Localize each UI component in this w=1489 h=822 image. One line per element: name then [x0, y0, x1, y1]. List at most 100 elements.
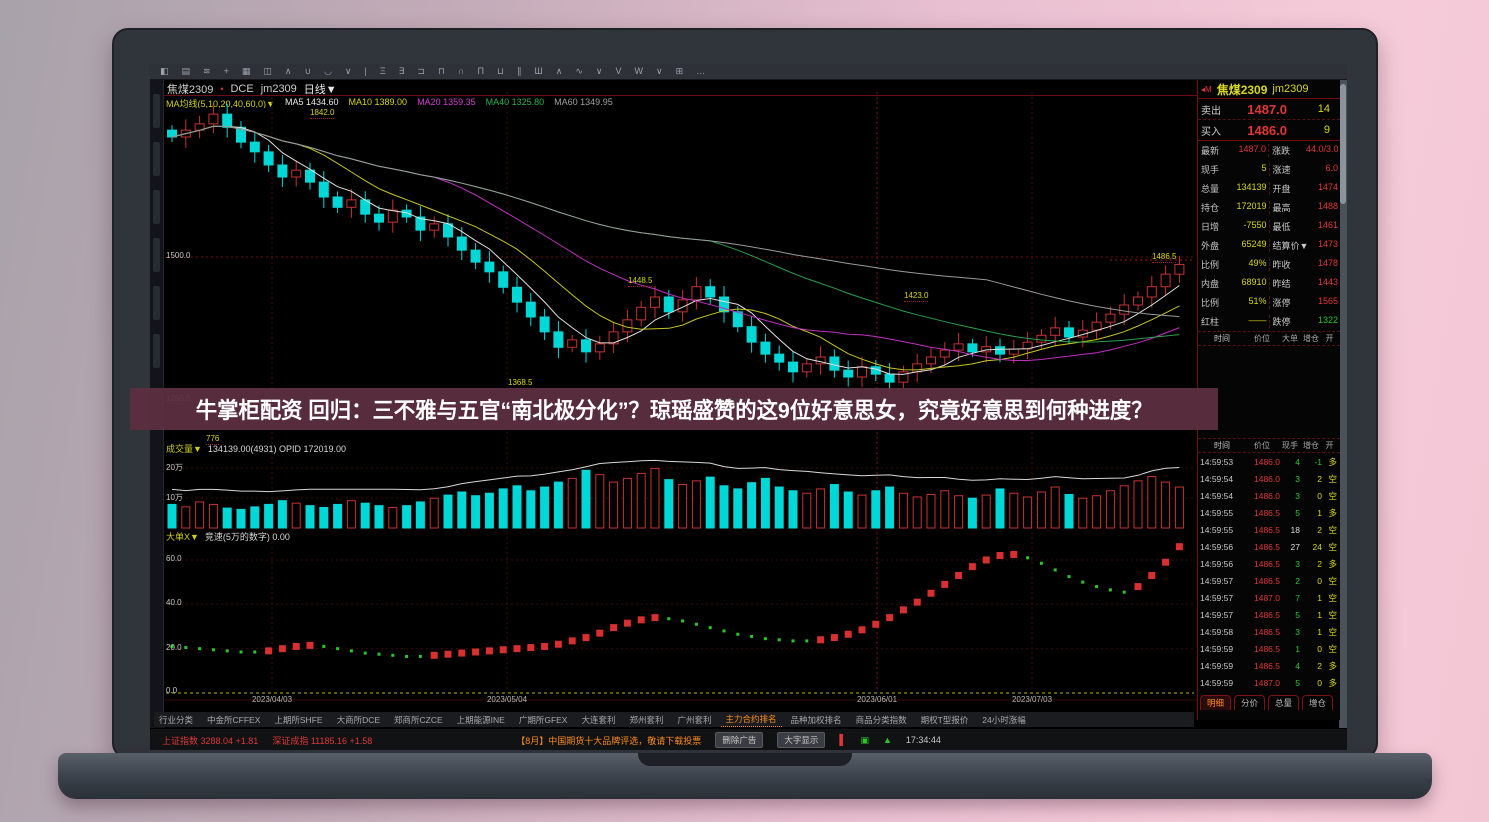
index-quote-1[interactable]: 上证指数 3288.04 +1.81 — [162, 735, 259, 746]
period-selector[interactable]: 日线▼ — [303, 84, 337, 96]
ma-value: MA20 1359.35 — [417, 97, 476, 107]
notice-ticker[interactable]: 【8月】中国期货十大品牌评选，敬请下载投票 — [516, 735, 702, 746]
toolbar-icon[interactable]: ∩ — [457, 66, 465, 76]
contract-name: 焦煤2309 — [166, 84, 214, 96]
volume-tick-20: 20万 — [166, 463, 183, 472]
ma-value: MA60 1349.95 — [554, 97, 613, 107]
quote-tab-分价[interactable]: 分价 — [1234, 695, 1266, 710]
toolbar-icon[interactable]: Ш — [534, 66, 543, 76]
exchange-tab[interactable]: 品种加权排名 — [790, 714, 842, 725]
big-order-header: 时间 价位 大单 增仓开 — [1198, 332, 1340, 346]
toolbar-icon[interactable]: ∧ — [284, 66, 292, 76]
exchange-tab[interactable]: 大商所DCE — [336, 714, 381, 725]
uplink-icon: ▲ — [882, 735, 892, 745]
stat-row: 总量 134139 开盘 1474 — [1198, 179, 1340, 198]
marker-dot-icon: • — [220, 84, 224, 94]
scrollbar-thumb[interactable] — [1340, 84, 1346, 204]
x-axis-dates: 2023/04/03 2023/05/04 2023/06/01 2023/07/03 — [150, 695, 1195, 707]
remove-ad-button[interactable]: 删除广告 — [715, 732, 764, 748]
toolbar-icon[interactable]: + — [223, 66, 229, 76]
overlay-headline-banner[interactable]: 牛掌柜配资 回归：三不雅与五官“南北极分化”？琼瑶盛赞的这9位好意思女，究竟好意… — [130, 388, 1218, 430]
quote-tab-明细[interactable]: 明细 — [1200, 695, 1232, 710]
volume-pane-label[interactable]: 成交量▼ 134139.00(4931) OPID 172019.00 — [166, 444, 347, 454]
toolbar-icon[interactable]: Π — [477, 66, 484, 76]
exchange-tab[interactable]: 上期所SHFE — [274, 714, 323, 725]
quote-panel: ◂M 焦煤2309 jm2309 卖出 1487.0 14 买入 1486.0 … — [1197, 80, 1340, 720]
quote-panel-tabs: 明细 分价 总量 增仓 — [1198, 693, 1340, 710]
exchange-tab[interactable]: 广州套利 — [677, 714, 712, 725]
toolbar-icon[interactable]: ∨ — [595, 66, 603, 76]
laptop-base — [58, 753, 1432, 799]
toolbar-icon[interactable]: ◧ — [160, 66, 169, 76]
quote-contract-name: 焦煤2309 — [1216, 82, 1268, 97]
bid-price: 1486.0 — [1247, 122, 1287, 138]
clock-time: 17:34:44 — [905, 735, 941, 745]
exchange-tab[interactable]: 广期所GFEX — [518, 714, 568, 725]
quote-tab-增仓[interactable]: 增仓 — [1302, 695, 1334, 710]
toolbar-icon[interactable]: ⊐ — [417, 66, 425, 76]
app-window: ◧ ▤ ≋ + ▦ ◫ ∧ ∪ ◡ ∨ | Ξ ∃ ⊐ ⊓ ∩ Π ⊔ ∥ Ш ∧ ∿ ∨ V W ∨ ⊞ … ∞ 焦煤2309 • … — [150, 64, 1347, 750]
bid-ask-box: 卖出 1487.0 14 买入 1486.0 9 — [1198, 99, 1340, 141]
index-quote-2[interactable]: 深证成指 11185.16 +1.58 — [272, 735, 373, 746]
ind-tick-20: 20.0 — [166, 643, 182, 652]
exchange-tab[interactable]: 主力合约排名 — [720, 712, 782, 727]
ask-row[interactable]: 卖出 1487.0 14 — [1198, 99, 1340, 120]
toolbar-icon[interactable]: ∧ — [555, 66, 563, 76]
quote-stats-grid: 最新 1487.0 涨跌 44.0/3.0 现手 5 涨速 6.0 总量 134139 开盘 1474… — [1198, 141, 1340, 332]
bid-volume: 9 — [1323, 124, 1330, 136]
toolbar-icon[interactable]: ⊓ — [437, 66, 445, 76]
toolbar-icon[interactable]: ▤ — [181, 66, 191, 76]
time-sales-header: 时间 价位 现手 增仓开 — [1198, 439, 1340, 453]
exchange-label: DCE — [230, 83, 254, 95]
toolbar-icon[interactable]: ▦ — [241, 66, 251, 76]
toolbar-icon[interactable]: ◡ — [324, 66, 332, 76]
time-sales-row: 14:59:54 1486.0 3 0 空 — [1200, 490, 1337, 501]
indicator-pane-label[interactable]: 大单X▼ 竞速(5万的数字) 0.00 — [166, 532, 290, 542]
stat-row: 日增 -7550 最低 1461 — [1198, 217, 1340, 236]
time-sales-row: 14:59:59 1486.5 4 2 多 — [1200, 660, 1337, 671]
stat-row: 外盘 65249 结算价▼ 1473 — [1198, 236, 1340, 255]
toolbar-icon[interactable]: | — [364, 66, 367, 76]
toolbar-icon[interactable]: ∃ — [398, 66, 405, 76]
time-sales-row: 14:59:57 1486.5 5 1 空 — [1200, 609, 1337, 620]
candles-layer — [167, 103, 1185, 394]
exchange-tab[interactable]: 上期能源INE — [456, 714, 505, 725]
toolbar-icon[interactable]: ⊞ — [675, 66, 684, 76]
indicator-layer — [170, 543, 1183, 659]
stat-row: 最新 1487.0 涨跌 44.0/3.0 — [1198, 141, 1340, 160]
exchange-tab[interactable]: 行业分类 — [159, 714, 194, 725]
toolbar-icon[interactable]: ◫ — [263, 66, 272, 76]
vertical-scrollbar[interactable] — [1339, 80, 1347, 750]
exchange-tab[interactable]: 郑商所CZCE — [394, 714, 443, 725]
toolbar-icon[interactable]: Ξ — [379, 66, 386, 76]
exchange-tab[interactable]: 大连套利 — [581, 714, 616, 725]
quote-tab-总量[interactable]: 总量 — [1268, 695, 1300, 710]
toolbar-icon[interactable]: V — [615, 66, 622, 76]
toolbar-icon[interactable]: ⊔ — [496, 66, 504, 76]
exchange-tab[interactable]: 中金所CFFEX — [207, 714, 261, 725]
big-order-list-empty — [1198, 346, 1340, 439]
time-sales-row: 14:59:55 1486.5 5 1 多 — [1200, 507, 1337, 518]
time-sales-list: 14:59:53 1486.0 4 -1 多 14:59:54 1486.0 3 2 空 14:59… — [1198, 453, 1340, 693]
chart-canvas — [150, 92, 1347, 701]
date-tick: 2023/06/01 — [856, 695, 898, 704]
price-annotation: 1486.5 — [1152, 252, 1177, 263]
volume-tick-10: 10万 — [166, 493, 183, 502]
toolbar-icon[interactable]: ∥ — [516, 66, 522, 76]
toolbar-icon[interactable]: ∨ — [655, 66, 663, 76]
toolbar-icon[interactable]: … — [696, 66, 706, 76]
exchange-tab[interactable]: 期权T型报价 — [920, 714, 969, 725]
toolbar-icon[interactable]: W — [634, 66, 643, 76]
toolbar-icon[interactable]: ∿ — [575, 66, 583, 76]
exchange-tab[interactable]: 郑州套利 — [629, 714, 664, 725]
large-font-button[interactable]: 大字显示 — [777, 732, 826, 748]
ma-settings[interactable]: MA均线(5,10,20,40,60,0)▼ — [166, 99, 275, 108]
toolbar-icon[interactable]: ∨ — [344, 66, 352, 76]
toolbar-icon[interactable]: ≋ — [203, 66, 211, 76]
title-separator — [150, 95, 1347, 96]
toolbar-icon[interactable]: ∪ — [304, 66, 312, 76]
bid-row[interactable]: 买入 1486.0 9 — [1198, 120, 1340, 140]
exchange-tabs-bar: 行业分类 中金所CFFEX 上期所SHFE 大商所DCE 郑商所CZCE 上期能源INE 广… — [154, 712, 1194, 727]
exchange-tab[interactable]: 商品分类指数 — [855, 714, 907, 725]
exchange-tab[interactable]: 24小时涨幅 — [982, 714, 1026, 725]
